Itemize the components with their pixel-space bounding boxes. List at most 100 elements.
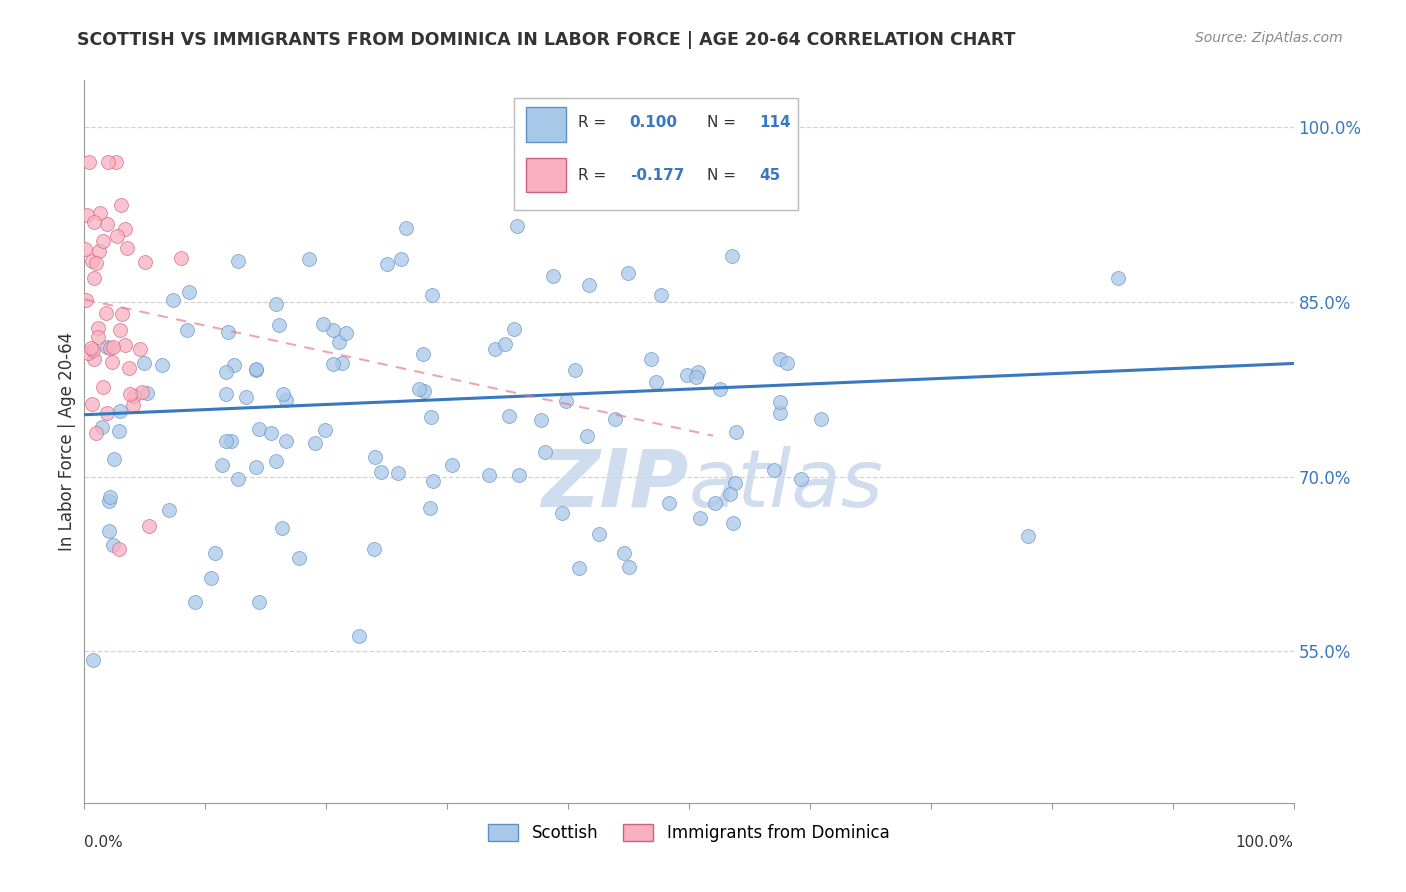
Text: -0.177: -0.177 <box>630 169 685 183</box>
Point <box>136 385 159 400</box>
Point <box>89 244 111 258</box>
Point <box>769 406 792 420</box>
Legend: Scottish, Immigrants from Dominica: Scottish, Immigrants from Dominica <box>482 817 896 848</box>
Point <box>98 490 121 504</box>
Point <box>226 254 249 268</box>
Point <box>613 546 636 560</box>
Point <box>1107 270 1129 285</box>
Point <box>122 389 145 403</box>
Point <box>104 154 127 169</box>
Point <box>564 363 586 377</box>
Text: R =: R = <box>578 169 610 183</box>
Text: Source: ZipAtlas.com: Source: ZipAtlas.com <box>1195 31 1343 45</box>
Point <box>91 380 114 394</box>
Point <box>498 409 520 423</box>
Point <box>108 404 131 418</box>
Point <box>101 537 124 551</box>
Point <box>725 425 748 440</box>
Point <box>478 468 501 483</box>
Point <box>96 217 118 231</box>
Point <box>157 503 180 517</box>
Point <box>80 254 103 268</box>
Point <box>82 653 104 667</box>
Point <box>568 561 591 575</box>
Text: SCOTTISH VS IMMIGRANTS FROM DOMINICA IN LABOR FORCE | AGE 20-64 CORRELATION CHAR: SCOTTISH VS IMMIGRANTS FROM DOMINICA IN … <box>77 31 1015 49</box>
Point <box>271 520 294 534</box>
Point <box>86 426 108 441</box>
Point <box>176 323 198 337</box>
Point <box>108 425 131 439</box>
Point <box>110 198 132 212</box>
Point <box>138 519 160 533</box>
Point <box>204 546 226 560</box>
Point <box>724 475 747 490</box>
Point <box>420 287 443 301</box>
Point <box>723 516 745 530</box>
Point <box>617 266 640 280</box>
Point <box>534 444 557 458</box>
Point <box>314 423 336 437</box>
Point <box>412 347 434 361</box>
Point <box>77 154 100 169</box>
Text: 114: 114 <box>759 115 790 129</box>
Point <box>389 252 412 267</box>
Point <box>132 356 155 370</box>
Point <box>420 409 443 424</box>
Point <box>76 208 98 222</box>
Point <box>97 154 120 169</box>
FancyBboxPatch shape <box>526 107 565 142</box>
Point <box>363 541 385 556</box>
Point <box>245 361 267 376</box>
FancyBboxPatch shape <box>526 158 565 193</box>
Point <box>506 219 529 234</box>
Point <box>330 356 353 370</box>
Point <box>375 257 398 271</box>
Point <box>235 390 257 404</box>
Point <box>508 467 530 482</box>
Point <box>395 220 418 235</box>
Point <box>588 526 610 541</box>
Point <box>77 346 100 360</box>
Point <box>494 337 516 351</box>
Point <box>704 496 727 510</box>
Point <box>105 228 128 243</box>
Point <box>129 342 152 356</box>
Point <box>120 387 142 401</box>
Point <box>264 297 287 311</box>
Point <box>685 370 707 384</box>
Point <box>101 355 124 369</box>
Point <box>347 629 370 643</box>
Point <box>91 234 114 248</box>
Text: 0.0%: 0.0% <box>84 835 124 850</box>
Point <box>226 472 249 486</box>
Point <box>364 450 387 464</box>
Point <box>222 358 245 372</box>
Text: 100.0%: 100.0% <box>1236 835 1294 850</box>
Point <box>274 393 297 408</box>
Point <box>134 255 156 269</box>
Point <box>214 366 236 380</box>
Point <box>335 326 357 340</box>
Point <box>115 241 138 255</box>
Point <box>96 340 118 354</box>
Point <box>96 406 118 420</box>
Point <box>247 422 270 436</box>
Point <box>328 334 350 349</box>
Point <box>440 458 463 472</box>
Point <box>721 249 744 263</box>
Point <box>762 462 785 476</box>
Point <box>221 434 243 448</box>
Point <box>260 426 283 441</box>
Point <box>266 454 288 468</box>
Point <box>322 323 344 337</box>
Text: N =: N = <box>707 115 741 129</box>
Point <box>288 551 311 566</box>
Point <box>709 382 731 396</box>
Point <box>94 306 117 320</box>
Point <box>90 420 112 434</box>
Point <box>183 594 205 608</box>
Point <box>211 458 233 472</box>
Point <box>75 243 97 257</box>
Point <box>101 340 124 354</box>
Point <box>603 411 626 425</box>
